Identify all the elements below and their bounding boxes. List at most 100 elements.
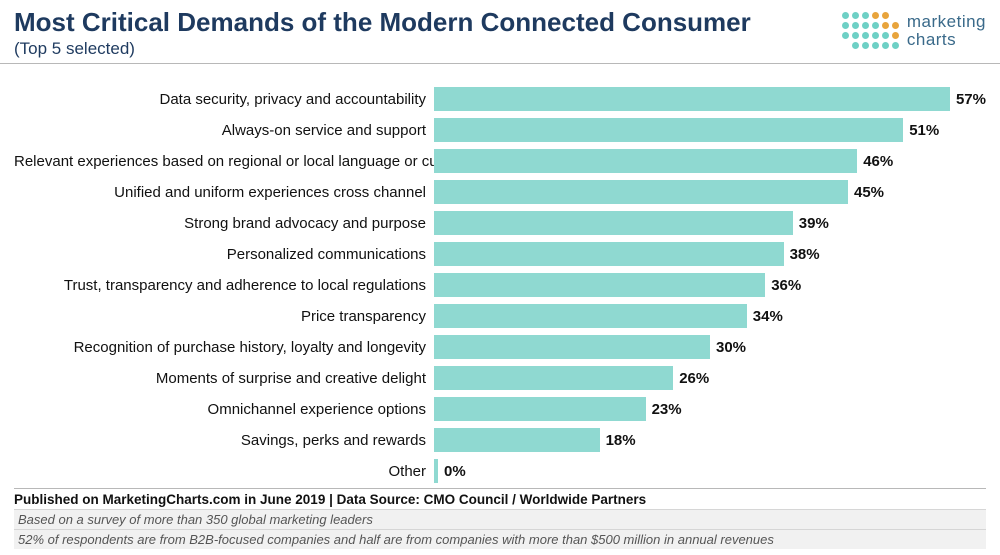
chart-row: Strong brand advocacy and purpose 39% [14, 208, 986, 239]
row-label: Omnichannel experience options [14, 401, 434, 418]
chart-row: Trust, transparency and adherence to loc… [14, 270, 986, 301]
value-label: 57% [956, 91, 986, 108]
bar [434, 459, 438, 483]
logo-dot [842, 42, 849, 49]
logo-dot [892, 22, 899, 29]
logo-line1: marketing [907, 13, 986, 31]
logo-dot [842, 12, 849, 19]
bar-track: 36% [434, 273, 986, 297]
chart-row: Data security, privacy and accountabilit… [14, 84, 986, 115]
logo-dot [882, 12, 889, 19]
logo-dot [862, 32, 869, 39]
bar-track: 34% [434, 304, 986, 328]
logo-line2: charts [907, 31, 986, 49]
value-label: 36% [771, 277, 801, 294]
bar-track: 38% [434, 242, 986, 266]
bar [434, 397, 646, 421]
logo-dot [872, 32, 879, 39]
value-label: 34% [753, 308, 783, 325]
bar [434, 335, 710, 359]
title-block: Most Critical Demands of the Modern Conn… [14, 8, 842, 59]
chart-row: Always-on service and support 51% [14, 115, 986, 146]
footnote-2: 52% of respondents are from B2B-focused … [14, 529, 986, 549]
logo-dot [872, 12, 879, 19]
logo-dot [862, 42, 869, 49]
logo-dot [852, 42, 859, 49]
bar-track: 0% [434, 459, 986, 483]
bar [434, 149, 857, 173]
row-label: Personalized communications [14, 246, 434, 263]
bar-track: 46% [434, 149, 986, 173]
bar-track: 39% [434, 211, 986, 235]
bar-track: 26% [434, 366, 986, 390]
chart-row: Savings, perks and rewards 18% [14, 425, 986, 456]
bar [434, 180, 848, 204]
brand-logo: marketing charts [842, 8, 986, 49]
row-label: Recognition of purchase history, loyalty… [14, 339, 434, 356]
logo-text: marketing charts [907, 13, 986, 49]
logo-dot [852, 22, 859, 29]
chart-subtitle: (Top 5 selected) [14, 39, 842, 59]
header: Most Critical Demands of the Modern Conn… [0, 0, 1000, 64]
chart-row: Unified and uniform experiences cross ch… [14, 177, 986, 208]
logo-dot [882, 22, 889, 29]
value-label: 39% [799, 215, 829, 232]
logo-dot [892, 32, 899, 39]
bar-track: 30% [434, 335, 986, 359]
logo-dot [892, 12, 899, 19]
source-line: Published on MarketingCharts.com in June… [14, 488, 986, 509]
row-label: Price transparency [14, 308, 434, 325]
value-label: 30% [716, 339, 746, 356]
bar-track: 18% [434, 428, 986, 452]
logo-dot [892, 42, 899, 49]
logo-dots-icon [842, 12, 899, 49]
bar [434, 273, 765, 297]
logo-dot [882, 32, 889, 39]
bar [434, 87, 950, 111]
logo-dot [872, 42, 879, 49]
chart-row: Relevant experiences based on regional o… [14, 146, 986, 177]
value-label: 18% [606, 432, 636, 449]
chart-row: Price transparency 34% [14, 301, 986, 332]
row-label: Unified and uniform experiences cross ch… [14, 184, 434, 201]
bar-track: 57% [434, 87, 986, 111]
bar-chart: Data security, privacy and accountabilit… [0, 64, 1000, 491]
logo-dot [882, 42, 889, 49]
chart-title: Most Critical Demands of the Modern Conn… [14, 8, 842, 37]
row-label: Other [14, 463, 434, 480]
chart-row: Omnichannel experience options 23% [14, 394, 986, 425]
bar [434, 211, 793, 235]
logo-dot [862, 12, 869, 19]
value-label: 45% [854, 184, 884, 201]
value-label: 38% [790, 246, 820, 263]
bar-track: 45% [434, 180, 986, 204]
bar [434, 242, 784, 266]
chart-row: Personalized communications 38% [14, 239, 986, 270]
bar [434, 366, 673, 390]
row-label: Savings, perks and rewards [14, 432, 434, 449]
chart-row: Moments of surprise and creative delight… [14, 363, 986, 394]
footer: Published on MarketingCharts.com in June… [14, 488, 986, 549]
chart-row: Recognition of purchase history, loyalty… [14, 332, 986, 363]
logo-dot [862, 22, 869, 29]
value-label: 0% [444, 463, 466, 480]
logo-dot [852, 12, 859, 19]
logo-dot [842, 32, 849, 39]
row-label: Trust, transparency and adherence to loc… [14, 277, 434, 294]
logo-dot [852, 32, 859, 39]
footnote-1: Based on a survey of more than 350 globa… [14, 509, 986, 529]
row-label: Always-on service and support [14, 122, 434, 139]
row-label: Relevant experiences based on regional o… [14, 153, 434, 170]
row-label: Moments of surprise and creative delight [14, 370, 434, 387]
row-label: Strong brand advocacy and purpose [14, 215, 434, 232]
value-label: 23% [652, 401, 682, 418]
value-label: 26% [679, 370, 709, 387]
bar-track: 23% [434, 397, 986, 421]
value-label: 46% [863, 153, 893, 170]
value-label: 51% [909, 122, 939, 139]
row-label: Data security, privacy and accountabilit… [14, 91, 434, 108]
bar [434, 118, 903, 142]
bar [434, 428, 600, 452]
chart-row: Other 0% [14, 456, 986, 487]
bar [434, 304, 747, 328]
